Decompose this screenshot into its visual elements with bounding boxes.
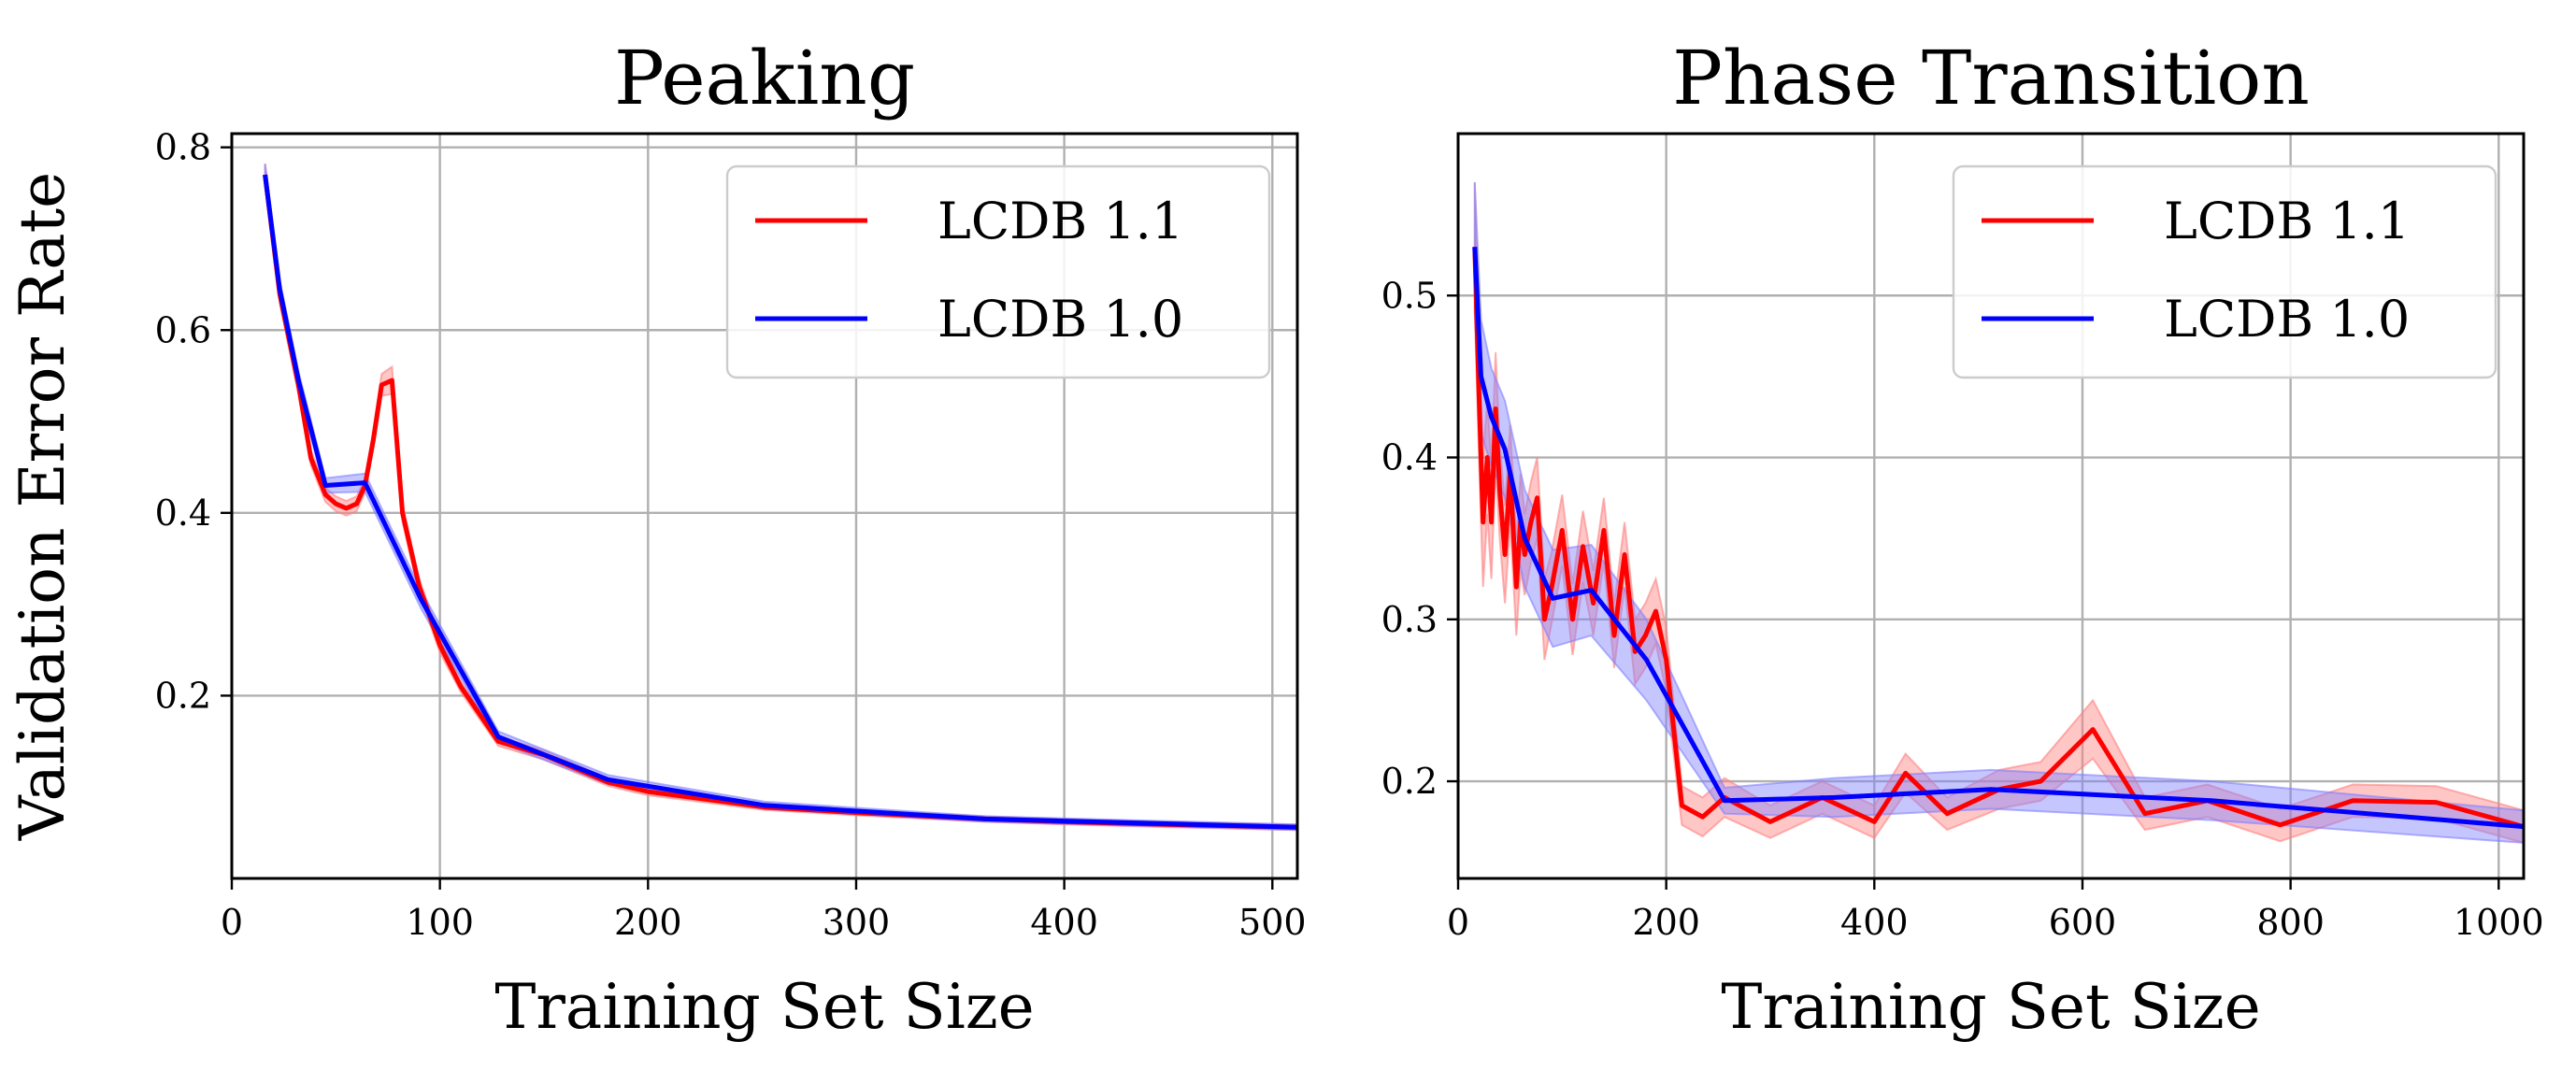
peaking-legend-entry-lcdb-1-1: LCDB 1.1 <box>937 192 1183 250</box>
peaking-x-tick-label: 500 <box>1238 902 1307 943</box>
phase-transition-lcdb-1-1-error-band <box>1473 181 2524 844</box>
phase-transition-x-tick-label: 800 <box>2256 902 2325 943</box>
phase-transition-x-tick-label: 600 <box>2049 902 2117 943</box>
peaking-y-axis-label: Validation Error Rate <box>7 172 79 841</box>
phase-transition-lcdb-1-1-line <box>1472 247 2524 830</box>
peaking-y-tick-label: 0.4 <box>155 492 211 534</box>
chart-phase-transition: 0 200 400 600 800 1000 0.2 0.3 0.4 0.5 Phase Trans… <box>1381 35 2544 1043</box>
phase-transition-lcdb-1-0-line <box>1472 247 2524 830</box>
phase-transition-legend: LCDB 1.1 LCDB 1.0 <box>1952 164 2497 379</box>
phase-transition-x-axis-label: Training Set Size <box>1721 971 2260 1043</box>
peaking-axes-frame <box>230 132 1299 880</box>
peaking-lcdb-1-0-line <box>263 174 1297 830</box>
peaking-plot-area <box>263 164 1297 832</box>
phase-transition-y-tick-label: 0.2 <box>1381 761 1438 802</box>
peaking-legend-entry-lcdb-1-0: LCDB 1.0 <box>937 290 1183 349</box>
peaking-x-tick-label: 100 <box>406 902 474 943</box>
phase-transition-legend-entry-lcdb-1-1: LCDB 1.1 <box>2164 192 2410 250</box>
peaking-y-tick-label: 0.6 <box>155 309 211 350</box>
chart-peaking: 0 100 200 300 400 500 0.2 0.4 0.6 0.8 Peaking Train… <box>7 35 1307 1043</box>
peaking-title: Peaking <box>614 35 915 121</box>
peaking-y-tick-label: 0.8 <box>155 127 211 168</box>
phase-transition-y-tick-label: 0.3 <box>1381 599 1438 640</box>
peaking-x-tick-label: 200 <box>614 902 682 943</box>
peaking-x-tick-label: 400 <box>1030 902 1098 943</box>
phase-transition-axes-frame <box>1456 132 2526 880</box>
phase-transition-x-tick-label: 200 <box>1632 902 1700 943</box>
phase-transition-y-tick-label: 0.5 <box>1381 275 1438 316</box>
peaking-x-tick-label: 300 <box>823 902 891 943</box>
phase-transition-title: Phase Transition <box>1672 35 2310 121</box>
phase-transition-y-tick-label: 0.4 <box>1381 437 1438 478</box>
phase-transition-x-tick-label: 400 <box>1840 902 1909 943</box>
phase-transition-plot-area <box>1472 181 2524 844</box>
peaking-x-axis-label: Training Set Size <box>494 971 1034 1043</box>
peaking-x-tick-label: 0 <box>221 902 243 943</box>
phase-transition-legend-entry-lcdb-1-0: LCDB 1.0 <box>2164 290 2410 349</box>
phase-transition-x-tick-label: 1000 <box>2454 902 2544 943</box>
peaking-y-tick-label: 0.2 <box>155 675 211 716</box>
peaking-legend: LCDB 1.1 LCDB 1.0 <box>725 164 1271 379</box>
phase-transition-x-tick-label: 0 <box>1447 902 1469 943</box>
